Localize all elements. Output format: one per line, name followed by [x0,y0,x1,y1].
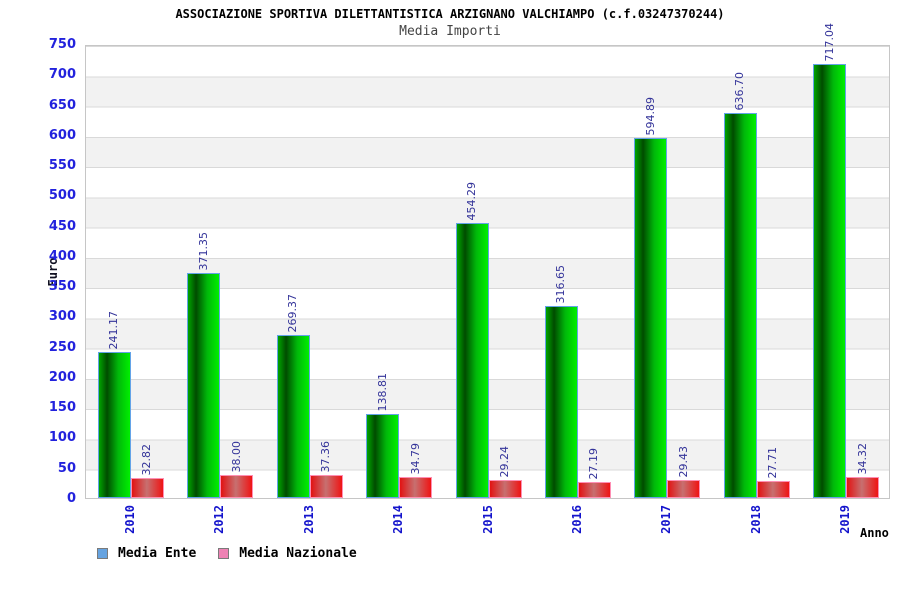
bar-media-ente [187,273,221,498]
x-tick-label: 2012 [212,505,227,534]
bar-value-label-media-ente: 241.17 [107,310,121,350]
legend-label: Media Ente [118,546,197,561]
y-tick-label: 250 [48,339,76,355]
y-tick-label: 650 [48,97,76,113]
bar-media-ente [276,335,310,498]
y-tick-label: 50 [57,460,76,476]
bar-media-ente [813,64,847,498]
x-tick-label: 2018 [748,505,763,534]
x-tick-label: 2010 [122,505,137,534]
bar-value-label-media-nazionale: 37.36 [319,440,333,473]
bar-media-nazionale [309,475,343,498]
bar-value-label-media-ente: 717.04 [822,22,836,62]
bar-value-label-media-nazionale: 34.79 [408,442,422,475]
bar-value-label-media-nazionale: 27.71 [766,446,780,479]
bar-value-label-media-ente: 138.81 [375,372,389,412]
x-tick-label: 2017 [659,505,674,534]
bar-media-ente [366,414,400,498]
bar-media-nazionale [220,475,254,498]
y-tick-label: 100 [48,430,76,446]
x-tick-label: 2014 [391,505,406,534]
legend-label: Media Nazionale [239,546,357,561]
media-nazionale-swatch-icon [218,548,230,559]
bar-value-label-media-nazionale: 29.24 [498,445,511,478]
media-ente-swatch-icon [97,548,108,559]
bar-value-label-media-nazionale: 38.00 [229,440,243,473]
x-tick-label: 2015 [480,505,495,534]
x-axis-title: Anno [860,526,889,540]
legend: Media Ente Media Nazionale [97,546,379,561]
bar-media-nazionale [488,480,522,498]
x-tick-label: 2016 [569,505,584,534]
y-tick-label: 600 [48,127,76,143]
y-tick-label: 200 [48,369,76,385]
bar-value-label-media-ente: 371.35 [196,231,210,271]
bar-media-nazionale [667,480,701,498]
bar-value-label-media-nazionale: 29.43 [676,445,690,478]
bar-media-ente [723,113,757,498]
bar-value-label-media-ente: 269.37 [286,293,300,333]
y-tick-label: 500 [48,188,76,204]
bar-media-ente [455,223,489,498]
y-tick-label: 700 [48,67,76,83]
legend-item-media-ente: Media Ente [97,546,196,561]
y-tick-label: 750 [48,37,76,52]
bar-value-label-media-ente: 454.29 [465,181,478,221]
y-tick-label: 450 [48,218,76,234]
chart-subtitle: Media Importi [399,24,501,39]
bar-media-nazionale [130,478,164,498]
y-tick-label: 300 [48,309,76,325]
bar-value-label-media-ente: 594.89 [643,96,657,136]
y-tick-label: 0 [66,491,76,506]
plot-area: 241.17 32.82 371.35 38.00 269.37 37.36 138.81 3… [85,23,890,499]
y-tick-label: 550 [48,158,76,174]
x-tick-label: 2019 [838,505,853,534]
y-tick-label: 400 [48,248,76,264]
bar-value-label-media-nazionale: 34.32 [855,442,869,475]
legend-item-media-nazionale: Media Nazionale [218,546,357,561]
bar-media-nazionale [577,482,611,498]
x-tick-label: 2013 [301,505,316,534]
y-tick-label: 150 [48,400,76,416]
bar-value-label-media-ente: 316.65 [554,264,568,304]
bar-media-ente [634,138,668,498]
bar-media-nazionale [756,481,790,498]
chart-title: ASSOCIAZIONE SPORTIVA DILETTANTISTICA AR… [175,7,725,21]
bar-media-nazionale [399,477,433,498]
y-tick-label: 350 [48,279,76,295]
bar-media-nazionale [846,477,880,498]
bar-value-label-media-ente: 636.70 [733,71,747,111]
bar-value-label-media-nazionale: 27.19 [587,447,601,480]
bar-media-ente [97,352,131,498]
bar-value-label-media-nazionale: 32.82 [140,443,154,476]
bar-media-ente [544,306,578,498]
